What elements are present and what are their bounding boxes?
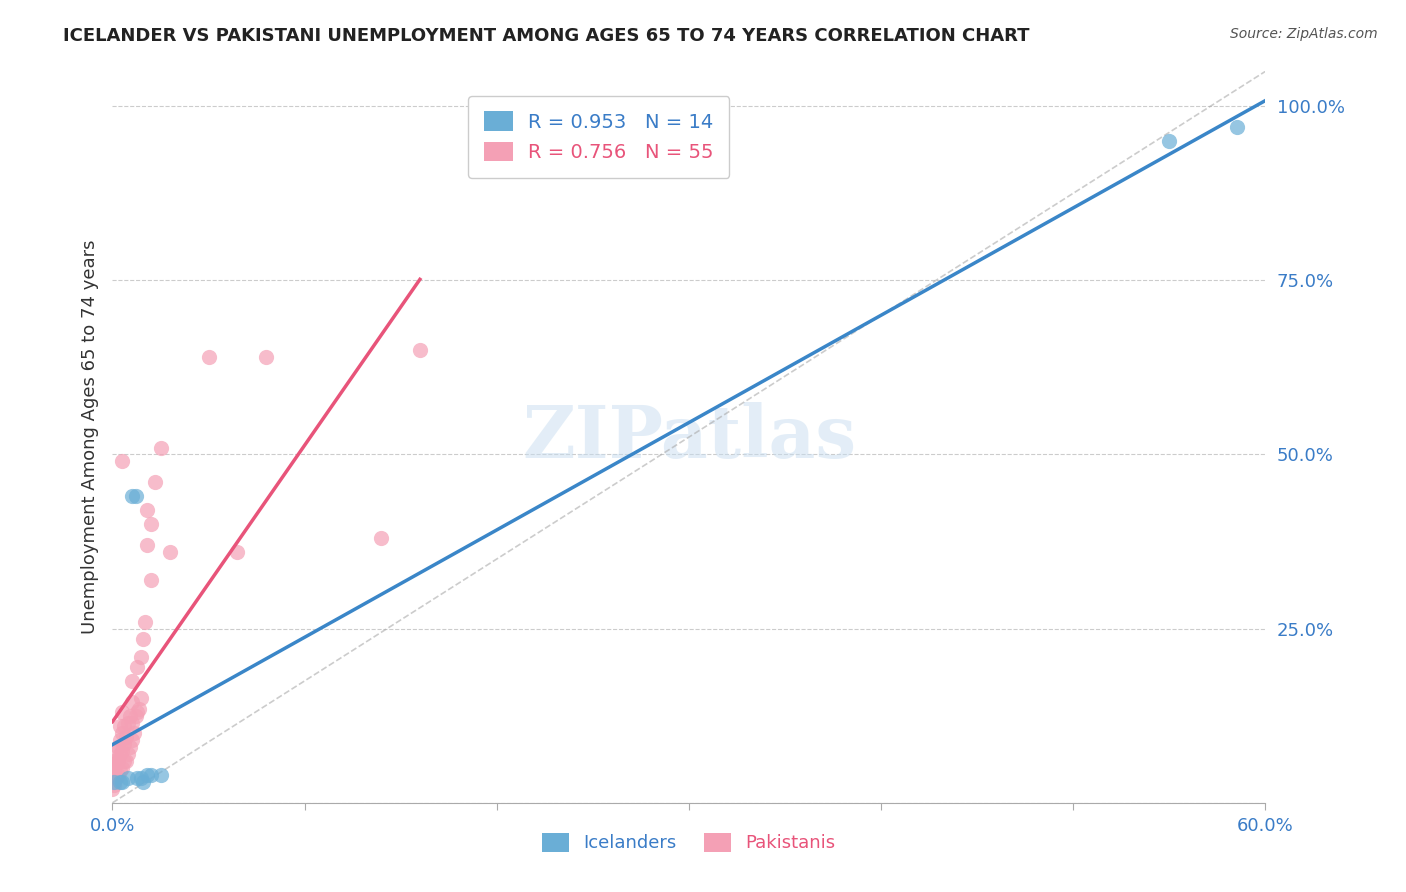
Point — [105, 757, 128, 772]
Point — [121, 489, 143, 503]
Point — [117, 715, 139, 730]
Point — [409, 343, 432, 357]
Point — [103, 764, 125, 779]
Point — [121, 715, 143, 730]
Point — [149, 768, 172, 782]
Point — [111, 454, 134, 468]
Point — [132, 632, 155, 646]
Point — [103, 754, 125, 768]
Point — [105, 743, 128, 757]
Y-axis label: Unemployment Among Ages 65 to 74 years: Unemployment Among Ages 65 to 74 years — [80, 240, 98, 634]
Point — [129, 649, 153, 664]
Point — [197, 350, 219, 364]
Point — [107, 754, 129, 768]
Point — [111, 726, 134, 740]
Point — [226, 545, 249, 559]
Point — [129, 772, 153, 786]
Point — [118, 708, 141, 723]
Point — [159, 545, 181, 559]
Point — [134, 615, 156, 629]
Point — [136, 768, 159, 782]
Text: Source: ZipAtlas.com: Source: ZipAtlas.com — [1230, 27, 1378, 41]
Point — [127, 705, 149, 719]
Text: ZIPatlas: ZIPatlas — [522, 401, 856, 473]
Point — [112, 754, 135, 768]
Point — [101, 781, 124, 796]
Point — [254, 350, 277, 364]
Point — [117, 772, 139, 786]
Point — [111, 775, 134, 789]
Point — [108, 764, 131, 779]
Point — [127, 660, 149, 674]
Point — [101, 757, 124, 772]
Point — [121, 695, 143, 709]
Point — [1226, 120, 1249, 134]
Point — [136, 538, 159, 552]
Point — [136, 503, 159, 517]
Point — [111, 705, 134, 719]
Point — [139, 573, 162, 587]
Point — [124, 489, 146, 503]
Point — [115, 730, 138, 744]
Point — [108, 719, 131, 733]
Point — [132, 775, 155, 789]
Point — [112, 719, 135, 733]
Point — [105, 772, 128, 786]
Point — [108, 747, 131, 761]
Point — [103, 778, 125, 792]
Text: ICELANDER VS PAKISTANI UNEMPLOYMENT AMONG AGES 65 TO 74 YEARS CORRELATION CHART: ICELANDER VS PAKISTANI UNEMPLOYMENT AMON… — [63, 27, 1029, 45]
Point — [108, 775, 131, 789]
Point — [121, 733, 143, 747]
Point — [108, 733, 131, 747]
Point — [122, 726, 145, 740]
Point — [117, 747, 139, 761]
Point — [124, 708, 146, 723]
Point — [101, 768, 124, 782]
Point — [143, 475, 166, 490]
Point — [118, 740, 141, 755]
Point — [112, 737, 135, 751]
Point — [107, 768, 129, 782]
Point — [139, 768, 162, 782]
Point — [128, 702, 150, 716]
Point — [139, 517, 162, 532]
Point — [1159, 134, 1181, 148]
Point — [111, 743, 134, 757]
Point — [103, 775, 125, 789]
Point — [107, 740, 129, 755]
Point — [149, 441, 172, 455]
Point — [111, 761, 134, 775]
Point — [121, 673, 143, 688]
Point — [115, 754, 138, 768]
Point — [127, 772, 149, 786]
Point — [129, 691, 153, 706]
Legend: Icelanders, Pakistanis: Icelanders, Pakistanis — [534, 826, 844, 860]
Point — [370, 531, 392, 545]
